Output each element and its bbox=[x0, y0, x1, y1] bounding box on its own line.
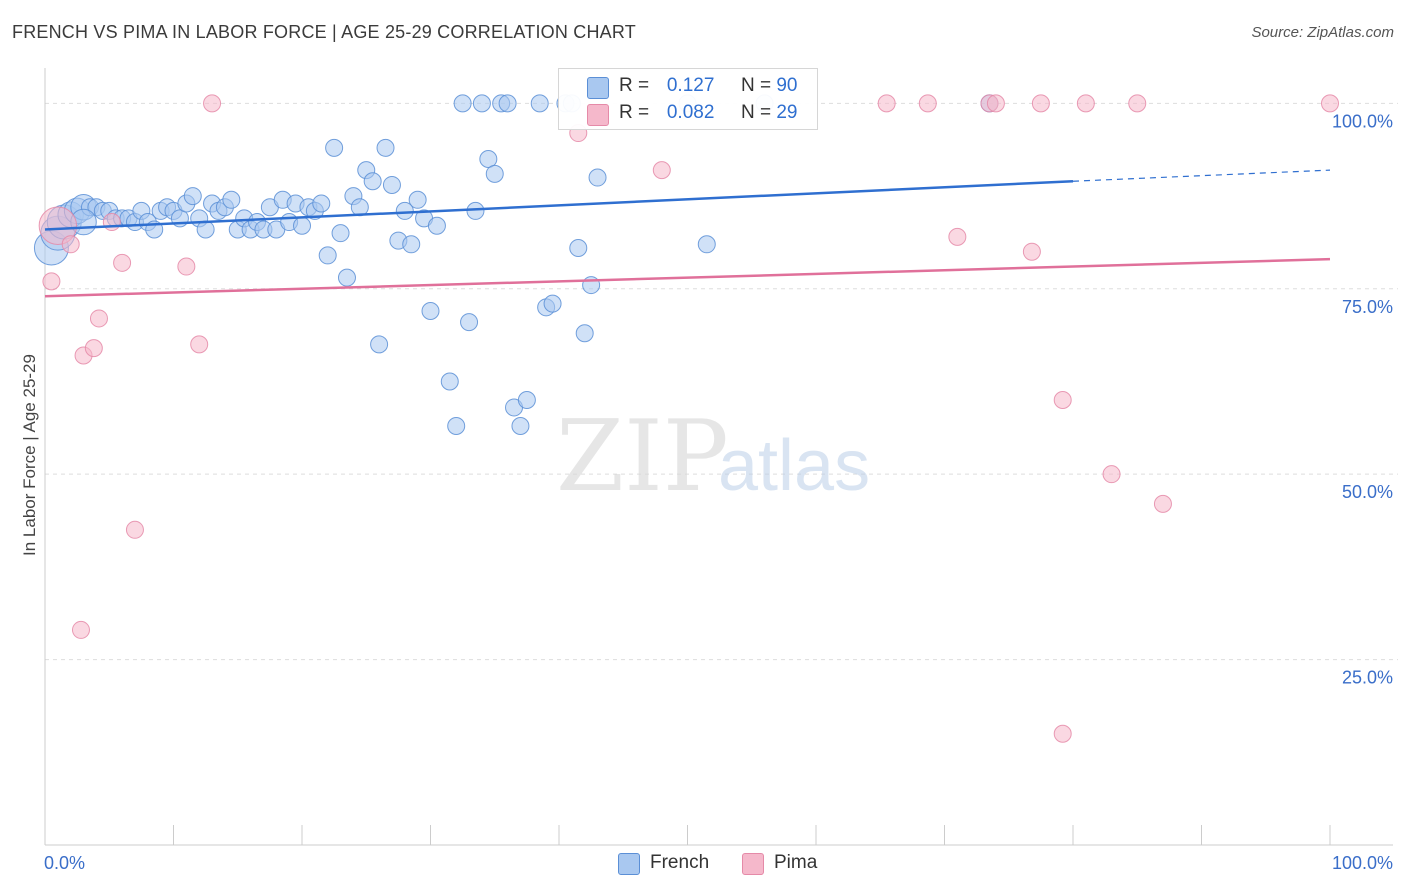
french-point bbox=[222, 190, 241, 209]
pima-point bbox=[42, 272, 61, 291]
pima-point bbox=[1102, 465, 1121, 484]
legend-r-label: R = bbox=[619, 102, 650, 123]
stats-legend: R = 0.127 N = 90 R = 0.082 N = 29 bbox=[558, 68, 818, 130]
pima-point bbox=[102, 213, 121, 232]
french-point bbox=[472, 94, 491, 113]
french-point bbox=[530, 94, 549, 113]
french-point bbox=[395, 201, 414, 220]
pima-point bbox=[71, 620, 90, 639]
french-point bbox=[293, 216, 311, 235]
french-point bbox=[312, 194, 331, 213]
pima-point bbox=[1053, 391, 1072, 410]
x-tick-label-start: 0.0% bbox=[44, 853, 85, 873]
french-point bbox=[331, 224, 350, 243]
pima-point bbox=[1031, 94, 1050, 113]
french-point bbox=[421, 302, 440, 321]
french-point bbox=[337, 268, 356, 287]
legend-swatch-pima bbox=[587, 104, 609, 126]
french-point bbox=[479, 149, 498, 168]
x-tick-label-end: 100.0% bbox=[1332, 853, 1393, 873]
legend-n-label: N = bbox=[740, 75, 772, 96]
pima-point bbox=[89, 309, 108, 328]
french-point bbox=[382, 175, 401, 194]
french-point bbox=[453, 94, 472, 113]
pima-point bbox=[1053, 724, 1072, 743]
y-tick-label: 75.0% bbox=[1342, 297, 1393, 317]
french-point bbox=[402, 235, 421, 254]
french-point bbox=[588, 168, 607, 187]
french-point bbox=[350, 198, 369, 217]
chart-title: FRENCH VS PIMA IN LABOR FORCE | AGE 25-2… bbox=[12, 22, 636, 42]
pima-point bbox=[203, 94, 222, 113]
french-point bbox=[427, 216, 446, 235]
legend-r-label: R = bbox=[619, 75, 650, 96]
legend-r-value: 0.082 bbox=[666, 102, 715, 123]
french-point bbox=[517, 391, 536, 410]
y-tick-label: 100.0% bbox=[1332, 111, 1393, 131]
series-swatch-pima bbox=[742, 853, 764, 875]
legend-n-value: 90 bbox=[776, 75, 798, 96]
french-point bbox=[466, 201, 485, 220]
pima-point bbox=[61, 235, 80, 254]
pima-point bbox=[38, 206, 78, 245]
french-point bbox=[543, 294, 562, 313]
pima-point bbox=[948, 227, 967, 246]
pima-trend-line bbox=[44, 257, 1331, 298]
axis-layer bbox=[44, 68, 1393, 846]
y-tick-label: 25.0% bbox=[1342, 668, 1393, 688]
labels-layer: 100.0% 75.0% 50.0% 25.0% 0.0% 100.0% bbox=[44, 111, 1393, 873]
source-attribution: Source: ZipAtlas.com bbox=[1251, 24, 1394, 41]
french-point bbox=[697, 235, 716, 254]
french-point bbox=[196, 220, 215, 239]
pima-point bbox=[986, 94, 1005, 113]
french-point bbox=[363, 172, 382, 191]
series-swatch-french bbox=[618, 853, 640, 875]
french-point bbox=[575, 324, 594, 343]
y-tick-label: 50.0% bbox=[1342, 482, 1393, 502]
french-point bbox=[325, 138, 344, 157]
pima-point bbox=[125, 520, 144, 539]
french-point bbox=[569, 238, 588, 257]
pima-point bbox=[1022, 242, 1041, 261]
pima-point bbox=[652, 161, 671, 180]
legend-n-value: 29 bbox=[776, 102, 798, 123]
pima-point bbox=[1321, 94, 1339, 113]
watermark: ZIP atlas bbox=[556, 400, 870, 514]
grid-layer bbox=[45, 102, 1398, 661]
pima-point bbox=[1076, 94, 1095, 113]
french-point bbox=[318, 246, 337, 265]
watermark-atlas: atlas bbox=[718, 426, 870, 506]
french-point bbox=[183, 187, 202, 206]
watermark-zip: ZIP bbox=[556, 400, 729, 514]
legend-swatch-french bbox=[587, 77, 609, 99]
pima-point bbox=[1128, 94, 1147, 113]
legend-text-french: R = 0.127 N = 90 bbox=[619, 75, 797, 97]
legend-text-pima: R = 0.082 N = 29 bbox=[619, 102, 797, 124]
pima-point bbox=[113, 253, 132, 272]
pima-point bbox=[190, 335, 209, 354]
french-point bbox=[460, 313, 479, 332]
pima-point bbox=[177, 257, 196, 276]
french-trend-line bbox=[44, 179, 1074, 231]
legend-n-label: N = bbox=[740, 102, 772, 123]
french-point bbox=[440, 372, 459, 391]
trend-layer bbox=[44, 169, 1331, 298]
pima-point bbox=[1153, 494, 1172, 513]
french-point bbox=[447, 416, 466, 435]
series-label-french: French bbox=[650, 852, 710, 873]
french-point bbox=[485, 164, 504, 183]
series-label-pima: Pima bbox=[774, 852, 818, 873]
legend-r-value: 0.127 bbox=[666, 75, 715, 96]
french-trend-extension bbox=[1072, 169, 1331, 182]
pima-point bbox=[877, 94, 896, 113]
pima-point bbox=[84, 339, 103, 358]
french-point bbox=[408, 190, 427, 209]
pima-point bbox=[918, 94, 937, 113]
french-point bbox=[376, 138, 395, 157]
french-point bbox=[498, 94, 517, 113]
french-point bbox=[511, 416, 530, 435]
french-point bbox=[370, 335, 389, 354]
